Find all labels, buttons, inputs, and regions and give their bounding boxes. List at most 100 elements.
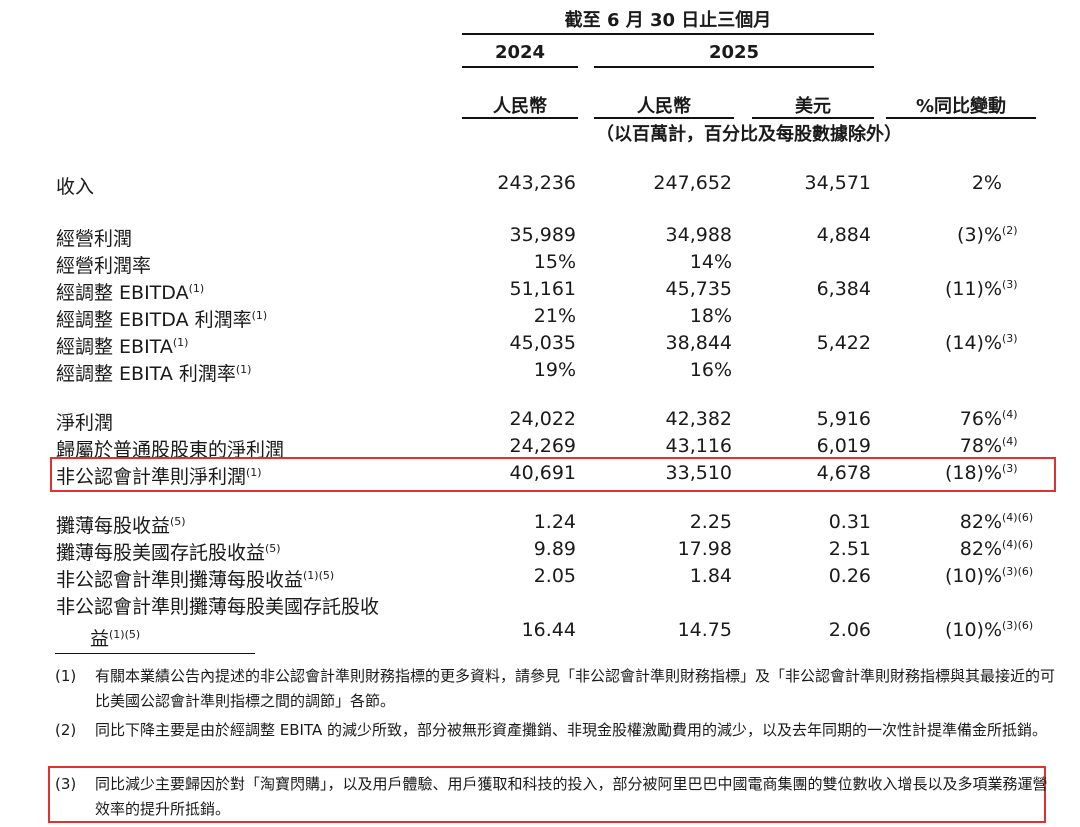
yoy-value: (10)% — [944, 619, 1002, 641]
value-rmb-2025: 14% — [689, 251, 732, 273]
row-label: 收入 — [56, 172, 94, 199]
yoy-footnote-ref: (3) — [1002, 462, 1018, 475]
yoy-footnote-ref: (2) — [1002, 224, 1018, 237]
value-rmb-2025: 33,510 — [665, 462, 732, 484]
row-label-footnote-ref: (1) — [235, 363, 252, 376]
value-rmb-2025: 247,652 — [653, 172, 732, 194]
row-label-text: 非公認會計準則淨利潤 — [56, 466, 247, 488]
yoy-footnote-ref: (3) — [1002, 332, 1018, 345]
col-yoy-header: %同比變動 — [915, 96, 1007, 117]
row-label-text: 攤薄每股收益 — [56, 515, 171, 537]
footnote-1: (1) 有關本業績公告內提述的非公認會計準則財務指標的更多資料，請參見「非公認會… — [55, 664, 1055, 716]
value-rmb-2025: 18% — [689, 305, 732, 327]
value-yoy-change: (3)% (2) — [880, 224, 1036, 246]
value-rmb-2024: 1.24 — [533, 511, 576, 533]
row-label-text-line2: 益 — [90, 628, 110, 650]
value-yoy-change: (14)% (3) — [880, 332, 1036, 354]
value-usd-2025: 4,884 — [816, 224, 871, 246]
yoy-footnote-ref: (3)(6) — [1002, 619, 1034, 632]
yoy-footnote-ref: (4) — [1002, 435, 1018, 448]
yoy-value: (14)% — [944, 332, 1002, 354]
row-label-text: 非公認會計準則攤薄每股收益 — [56, 569, 304, 591]
row-label: 經營利潤率 — [56, 251, 151, 278]
yoy-value: 2% — [971, 172, 1002, 194]
col-rmb-2025-header: 人民幣 — [637, 96, 691, 117]
year-2024-header: 2024 — [494, 42, 546, 63]
footnote-1-text: 有關本業績公告內提述的非公認會計準則財務指標的更多資料，請參見「非公認會計準則財… — [95, 667, 1056, 710]
row-label: 經調整 EBITA 利潤率(1) — [56, 359, 251, 386]
row-label: 非公認會計準則攤薄每股收益(1)(5) — [56, 565, 334, 592]
year-2025-rule — [594, 66, 874, 68]
row-label: 淨利潤 — [56, 408, 113, 435]
row-label: 攤薄每股收益(5) — [56, 511, 186, 538]
value-usd-2025: 5,422 — [816, 332, 871, 354]
value-rmb-2024: 15% — [533, 251, 576, 273]
row-label-footnote-ref: (1) — [172, 336, 189, 349]
yoy-footnote-ref: (3) — [1002, 278, 1018, 291]
value-rmb-2024: 40,691 — [509, 462, 576, 484]
col-usd-rule — [752, 117, 874, 119]
value-rmb-2024: 24,269 — [509, 435, 576, 457]
period-header: 截至 6 月 30 日止三個月 — [564, 10, 772, 31]
value-rmb-2025: 34,988 — [665, 224, 732, 246]
yoy-value: (11)% — [944, 278, 1002, 300]
col-rmb-2024-rule — [462, 117, 578, 119]
footnote-2-number: (2) — [55, 721, 77, 739]
value-usd-2025: 2.51 — [828, 538, 871, 560]
row-label-footnote-ref: (5) — [170, 515, 186, 528]
row-label-text: 非公認會計準則攤薄每股美國存託股收 — [56, 596, 380, 618]
yoy-footnote-ref: (4)(6) — [1002, 538, 1034, 551]
row-label: 經調整 EBITDA(1) — [56, 278, 204, 305]
col-yoy-rule — [886, 117, 1036, 119]
highlight-box-net-income — [50, 457, 1056, 492]
footnote-2-text: 同比下降主要是由於經調整 EBITA 的減少所致，部分被無形資產攤銷、非現金股權… — [95, 721, 1047, 739]
row-label-text: 經調整 EBITDA — [56, 282, 189, 304]
value-rmb-2024: 2.05 — [533, 565, 576, 587]
row-label-text: 歸屬於普通股股東的淨利潤 — [56, 439, 285, 461]
row-label: 非公認會計準則攤薄每股美國存託股收益(1)(5) — [56, 592, 379, 651]
yoy-footnote-ref: (4)(6) — [1002, 511, 1034, 524]
value-rmb-2024: 45,035 — [509, 332, 576, 354]
yoy-value: 82% — [959, 538, 1002, 560]
yoy-value: (3)% — [957, 224, 1002, 246]
yoy-footnote-ref: (3)(6) — [1002, 565, 1034, 578]
yoy-value: 82% — [959, 511, 1002, 533]
value-rmb-2025: 14.75 — [677, 619, 732, 641]
value-yoy-change: 82% (4)(6) — [880, 538, 1036, 560]
value-rmb-2024: 24,022 — [509, 408, 576, 430]
value-rmb-2025: 17.98 — [677, 538, 732, 560]
value-yoy-change: (18)% (3) — [880, 462, 1036, 484]
value-yoy-change: (11)% (3) — [880, 278, 1036, 300]
value-yoy-change: (10)% (3)(6) — [880, 619, 1036, 641]
row-label-text: 經調整 EBITA — [56, 336, 173, 358]
period-rule — [462, 33, 874, 35]
value-yoy-change: 76% (4) — [880, 408, 1036, 430]
value-rmb-2024: 19% — [533, 359, 576, 381]
row-label-footnote-ref: (1) — [251, 309, 268, 322]
value-rmb-2025: 1.84 — [689, 565, 732, 587]
value-rmb-2024: 21% — [533, 305, 576, 327]
value-rmb-2025: 16% — [689, 359, 732, 381]
row-label: 經調整 EBITA(1) — [56, 332, 188, 359]
footnote-3: (3) 同比減少主要歸因於對「淘寶閃購」，以及用戶體驗、用戶獲取和科技的投入，部… — [55, 772, 1055, 824]
value-rmb-2025: 42,382 — [665, 408, 732, 430]
year-2024-rule — [462, 66, 578, 68]
row-label-text: 經營利潤 — [56, 228, 133, 250]
row-label: 歸屬於普通股股東的淨利潤 — [56, 435, 284, 462]
row-label-text: 經營利潤率 — [56, 255, 152, 277]
row-label-text: 攤薄每股美國存託股收益 — [56, 542, 266, 564]
footnote-2: (2) 同比下降主要是由於經調整 EBITA 的減少所致，部分被無形資產攤銷、非… — [55, 718, 1055, 770]
value-usd-2025: 2.06 — [828, 619, 871, 641]
footnote-rule — [55, 653, 255, 654]
value-yoy-change: (10)% (3)(6) — [880, 565, 1036, 587]
year-2025-header: 2025 — [708, 42, 760, 63]
value-usd-2025: 6,019 — [816, 435, 871, 457]
value-rmb-2024: 51,161 — [509, 278, 576, 300]
row-label: 經營利潤 — [56, 224, 132, 251]
row-label-footnote-ref: (1)(5) — [109, 628, 141, 641]
row-label: 非公認會計準則淨利潤(1) — [56, 462, 262, 489]
row-label-text: 經調整 EBITA 利潤率 — [56, 363, 236, 385]
units-note: （以百萬計，百分比及每股數據除外） — [596, 124, 902, 145]
value-rmb-2024: 243,236 — [497, 172, 576, 194]
row-label: 經調整 EBITDA 利潤率(1) — [56, 305, 267, 332]
